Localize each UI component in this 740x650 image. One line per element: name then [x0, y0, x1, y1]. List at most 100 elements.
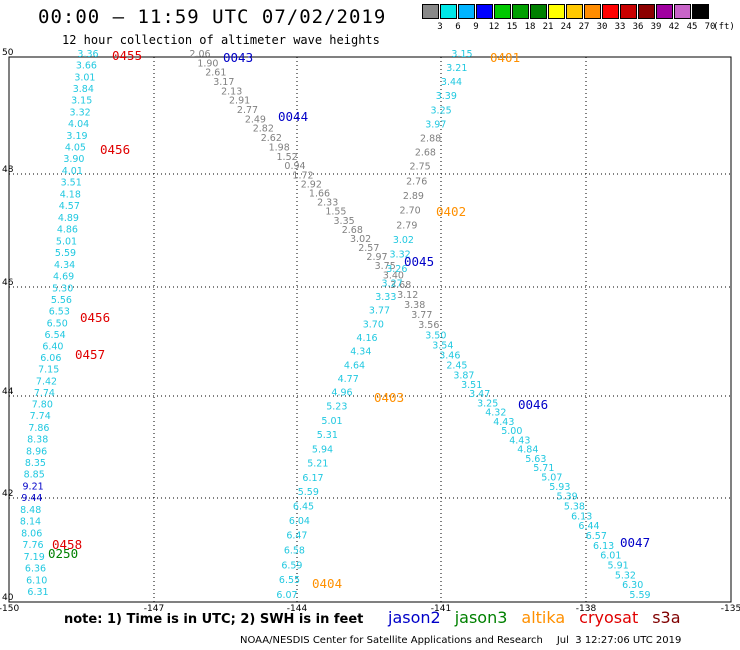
wave-height-label: 8.85	[24, 470, 45, 481]
credit-line: NOAA/NESDIS Center for Satellite Applica…	[240, 635, 681, 646]
wave-height-label: 6.59	[281, 560, 302, 571]
wave-height-label: 2.97	[366, 252, 387, 263]
wave-height-label: 4.84	[517, 445, 538, 456]
wave-height-label: 4.05	[65, 143, 86, 154]
wave-height-label: 2.33	[317, 198, 338, 209]
wave-height-label: 5.93	[549, 482, 570, 493]
legend-swatch	[530, 4, 547, 19]
wave-height-label: 3.19	[66, 131, 87, 142]
wave-height-label: 4.77	[338, 374, 359, 385]
satellite-legend-item: jason2	[388, 608, 441, 627]
wave-height-label: 2.88	[420, 134, 441, 145]
wave-height-label: 6.17	[302, 473, 323, 484]
legend-swatch	[674, 4, 691, 19]
longitude-tick-label: -147	[144, 604, 164, 614]
wave-height-label: 4.34	[350, 347, 371, 358]
wave-height-label: 6.10	[26, 575, 47, 586]
wave-height-label: 5.38	[564, 501, 585, 512]
wave-height-label: 2.68	[342, 225, 363, 236]
pass-number-label: 0043	[223, 50, 253, 65]
legend-swatch	[692, 4, 709, 19]
wave-height-label: 3.75	[375, 261, 396, 272]
wave-height-label: 3.15	[71, 96, 92, 107]
pass-number-label: 0456	[100, 142, 130, 157]
wave-height-label: 4.57	[59, 201, 80, 212]
wave-height-label: 5.59	[298, 487, 319, 498]
wave-height-label: 5.94	[312, 445, 333, 456]
wave-height-label: 5.31	[317, 430, 338, 441]
wave-height-label: 3.25	[477, 398, 498, 409]
wave-height-label: 3.54	[432, 340, 453, 351]
axis-tick-labels: -150 -147 -144 -141 -138 -135 50 48 46 44 42 40	[0, 48, 740, 614]
wave-height-label: 1.55	[325, 207, 346, 218]
wave-height-label: 6.13	[571, 511, 592, 522]
wave-height-label: 2.06	[189, 49, 210, 60]
pass-number-label: 0046	[518, 397, 548, 412]
wave-height-label: 3.84	[73, 84, 94, 95]
longitude-tick-label: -144	[287, 604, 308, 614]
wave-height-label: 6.36	[25, 564, 46, 575]
wave-height-label: 1.98	[269, 142, 290, 153]
pass-number-label: 0404	[312, 576, 342, 591]
wave-height-label: 3.46	[439, 350, 460, 361]
wave-height-label: 3.27	[382, 278, 403, 289]
wave-height-label: 8.96	[26, 446, 47, 457]
wave-height-label: 5.59	[629, 590, 650, 601]
wave-height-label: 6.55	[279, 575, 300, 586]
graticule	[9, 57, 731, 602]
wave-height-label: 2.70	[400, 206, 421, 217]
wave-height-label: 5.07	[541, 473, 562, 484]
wave-height-label: 4.04	[68, 119, 89, 130]
legend-label: 27	[578, 22, 590, 32]
wave-height-label: 5.32	[615, 570, 636, 581]
legend-label: 42	[668, 22, 680, 32]
legend-label: 39	[650, 22, 662, 32]
wave-height-label: 5.00	[501, 426, 522, 437]
longitude-tick-label: -141	[431, 604, 451, 614]
wave-height-label: 3.21	[446, 63, 467, 74]
legend-label: 21	[542, 22, 554, 32]
wave-height-label: 5.30	[52, 283, 73, 294]
wave-height-label: 6.40	[42, 342, 63, 353]
wave-height-label: 3.33	[375, 292, 396, 303]
wave-height-label: 3.25	[431, 105, 452, 116]
wave-height-tracks: 3.363.663.013.843.153.324.043.194.053.90…	[20, 49, 651, 601]
wave-height-label: 7.76	[22, 540, 43, 551]
pass-number-label: 0457	[75, 347, 105, 362]
wave-height-label: 4.43	[493, 417, 514, 428]
wave-height-label: 6.58	[284, 546, 305, 557]
pass-number-label: 0401	[490, 50, 520, 65]
satellite-legend-item: altika	[521, 608, 566, 627]
legend-swatch	[638, 4, 655, 19]
wave-height-label: 5.91	[608, 561, 629, 572]
wave-height-label: 3.50	[425, 330, 446, 341]
legend-label: 30	[596, 22, 608, 32]
map-frame	[8, 56, 732, 603]
legend-label: 15	[506, 22, 518, 32]
wave-height-label: 3.32	[70, 107, 91, 118]
wave-height-label: 4.86	[57, 225, 78, 236]
wave-height-label: 7.74	[30, 411, 51, 422]
wave-height-label: 7.74	[34, 388, 55, 399]
wave-height-label: 3.44	[441, 77, 462, 88]
wave-height-label: 6.01	[600, 551, 621, 562]
wave-height-label: 1.52	[277, 152, 298, 163]
wave-height-label: 3.32	[390, 250, 411, 261]
legend-swatch	[476, 4, 493, 19]
wave-height-label: 2.61	[205, 68, 226, 79]
satellite-legend: jason2 jason3 altika cryosat s3a	[388, 608, 695, 627]
wave-height-label: 8.14	[20, 517, 41, 528]
map-title: 00:00 – 11:59 UTC 07/02/2019	[38, 6, 387, 28]
wave-height-label: 4.34	[54, 260, 75, 271]
wave-height-label: 2.57	[358, 243, 379, 254]
pass-number-label: 0250	[48, 546, 78, 561]
wave-height-label: 4.89	[58, 213, 79, 224]
wave-height-label: 3.97	[425, 119, 446, 130]
wave-height-label: 2.76	[406, 176, 427, 187]
wave-height-label: 3.39	[436, 91, 457, 102]
pass-number-label: 0403	[374, 390, 404, 405]
wave-height-label: 4.43	[509, 435, 530, 446]
wave-height-label: 4.32	[485, 408, 506, 419]
